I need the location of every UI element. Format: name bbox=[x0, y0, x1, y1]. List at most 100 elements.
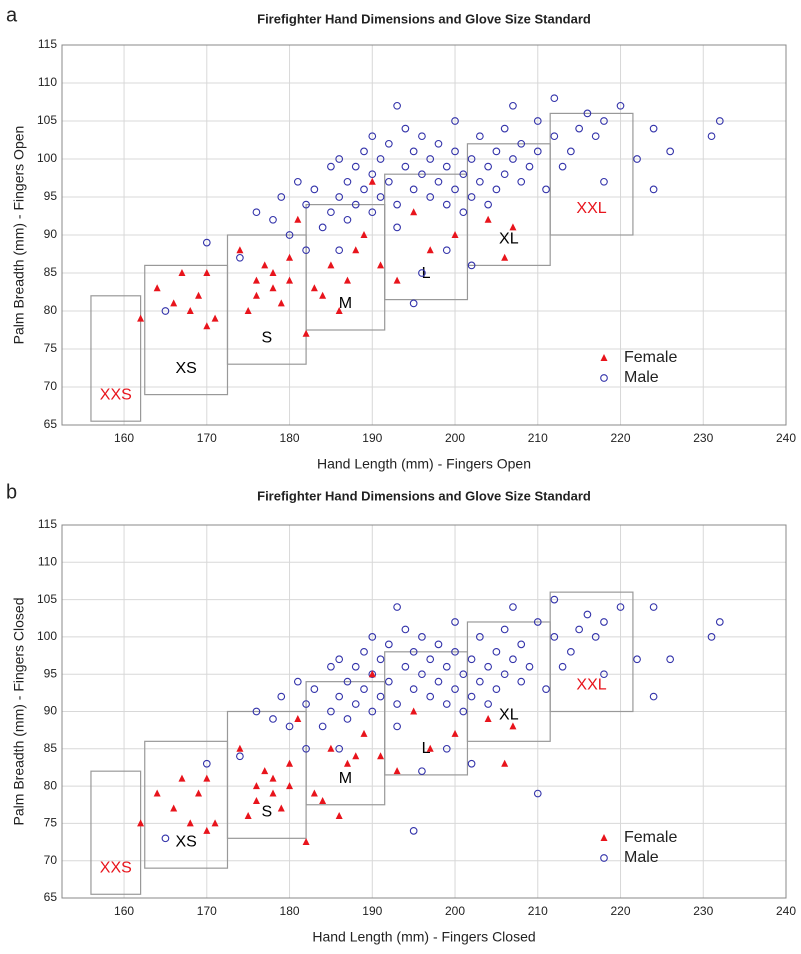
male-point bbox=[327, 162, 335, 171]
male-point bbox=[451, 685, 459, 693]
male-point bbox=[360, 685, 368, 693]
male-point bbox=[451, 117, 459, 125]
x-tick-label: 190 bbox=[362, 904, 382, 918]
male-point bbox=[666, 655, 675, 664]
size-label: XXL bbox=[576, 677, 606, 694]
male-point bbox=[649, 603, 658, 611]
male-point bbox=[384, 139, 393, 148]
female-point bbox=[451, 231, 459, 238]
male-point bbox=[442, 744, 451, 753]
male-point bbox=[707, 132, 716, 141]
x-tick-label: 190 bbox=[362, 431, 382, 445]
female-point bbox=[600, 354, 608, 361]
male-point bbox=[418, 633, 426, 641]
male-point bbox=[600, 117, 608, 125]
y-axis-label: Palm Breadth (mm) - Fingers Closed bbox=[11, 598, 27, 826]
size-label: XS bbox=[175, 833, 196, 850]
male-point bbox=[269, 715, 277, 723]
male-point bbox=[277, 193, 286, 201]
male-point bbox=[327, 707, 335, 716]
female-point bbox=[294, 714, 302, 722]
male-point bbox=[707, 633, 716, 641]
male-point bbox=[600, 618, 608, 626]
size-label: M bbox=[339, 770, 352, 787]
male-point bbox=[649, 692, 658, 701]
female-point bbox=[203, 269, 211, 276]
male-point bbox=[467, 155, 476, 163]
male-point bbox=[542, 685, 550, 693]
male-point bbox=[335, 155, 344, 163]
male-point bbox=[393, 223, 401, 232]
male-point bbox=[327, 662, 335, 671]
female-point bbox=[178, 269, 186, 276]
male-point bbox=[202, 238, 211, 247]
male-point bbox=[591, 633, 600, 641]
male-point bbox=[293, 177, 302, 186]
male-point bbox=[550, 132, 559, 141]
male-point bbox=[509, 155, 517, 163]
male-point bbox=[467, 692, 476, 701]
male-point bbox=[384, 677, 393, 686]
male-point bbox=[302, 700, 310, 708]
size-label: XS bbox=[175, 360, 196, 377]
female-point bbox=[484, 714, 492, 722]
female-point bbox=[277, 299, 285, 307]
male-point bbox=[476, 633, 484, 641]
male-point bbox=[550, 94, 559, 103]
size-box bbox=[549, 591, 634, 713]
male-point bbox=[252, 208, 261, 217]
female-point bbox=[236, 744, 244, 752]
plot-frame bbox=[61, 44, 787, 426]
y-tick-label: 110 bbox=[38, 75, 57, 89]
male-point bbox=[277, 692, 286, 701]
female-point bbox=[286, 782, 294, 790]
male-point bbox=[335, 655, 344, 664]
x-tick-label: 220 bbox=[610, 431, 630, 445]
female-point bbox=[302, 838, 310, 846]
x-tick-label: 170 bbox=[197, 431, 217, 445]
female-point bbox=[343, 759, 351, 767]
male-point bbox=[533, 618, 542, 626]
male-point bbox=[500, 170, 509, 179]
female-point bbox=[310, 789, 318, 797]
size-label: S bbox=[261, 329, 272, 346]
female-point bbox=[178, 774, 186, 782]
male-point bbox=[451, 147, 459, 156]
female-point bbox=[261, 767, 269, 775]
chart-title: Firefighter Hand Dimensions and Glove Si… bbox=[257, 11, 591, 26]
female-point bbox=[286, 276, 294, 284]
male-point bbox=[351, 200, 360, 209]
male-point bbox=[500, 625, 509, 634]
male-point bbox=[567, 647, 575, 656]
male-point bbox=[484, 200, 492, 209]
male-point bbox=[715, 117, 724, 125]
male-point bbox=[575, 124, 583, 133]
female-point bbox=[343, 276, 351, 284]
x-tick-label: 220 bbox=[610, 904, 630, 918]
female-point bbox=[484, 215, 492, 223]
y-tick-label: 75 bbox=[44, 816, 58, 830]
male-point bbox=[376, 692, 385, 701]
male-point bbox=[459, 170, 468, 179]
size-label: XL bbox=[499, 231, 519, 248]
y-tick-label: 90 bbox=[44, 704, 58, 718]
female-point bbox=[410, 707, 418, 715]
female-point bbox=[269, 789, 277, 797]
male-point bbox=[649, 185, 658, 194]
y-tick-label: 95 bbox=[44, 666, 58, 680]
y-axis-label: Palm Breadth (mm) - Fingers Open bbox=[11, 126, 27, 345]
female-point bbox=[269, 269, 277, 276]
male-point bbox=[343, 677, 352, 686]
male-point bbox=[442, 246, 451, 255]
male-point bbox=[401, 662, 410, 671]
female-point bbox=[335, 811, 343, 819]
male-point bbox=[467, 261, 476, 270]
female-point bbox=[203, 774, 211, 782]
male-point bbox=[451, 185, 459, 194]
male-point bbox=[376, 655, 385, 664]
male-point bbox=[351, 662, 360, 671]
male-point bbox=[368, 132, 377, 141]
female-point bbox=[426, 744, 434, 752]
female-point bbox=[269, 284, 277, 292]
female-point bbox=[137, 819, 145, 827]
